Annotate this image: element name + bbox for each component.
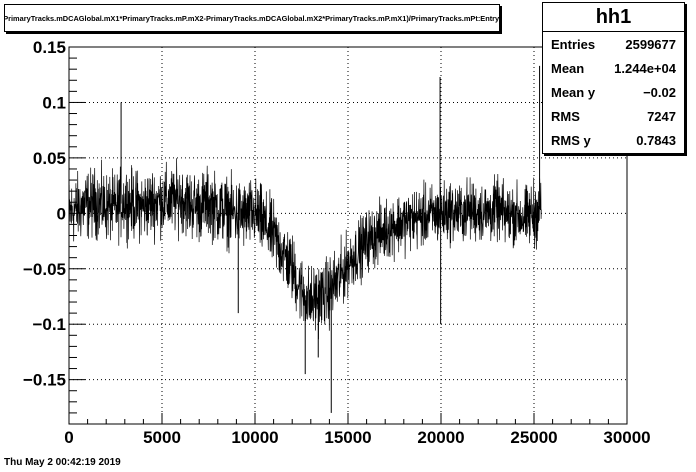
y-tick-label: 0.05 xyxy=(33,149,66,168)
x-tick-label: 10000 xyxy=(231,428,278,447)
y-tick-label: 0.15 xyxy=(33,38,66,57)
stats-value: 0.7843 xyxy=(636,133,676,148)
stats-row-mean: Mean 1.244e+04 xyxy=(543,57,684,81)
x-tick-label: 30000 xyxy=(603,428,650,447)
x-tick-label: 20000 xyxy=(417,428,464,447)
stats-box: hh1 Entries 2599677 Mean 1.244e+04 Mean … xyxy=(542,2,685,154)
stats-label: Entries xyxy=(551,37,596,52)
stats-label: Mean xyxy=(551,61,585,76)
y-tick-label: −0.05 xyxy=(23,260,66,279)
stats-row-rms: RMS 7247 xyxy=(543,105,684,129)
stats-row-entries: Entries 2599677 xyxy=(543,33,684,57)
datestamp: Thu May 2 00:42:19 2019 xyxy=(4,457,121,468)
chart-title: (PrimaryTracks.mDCAGlobal.mX1*PrimaryTra… xyxy=(4,4,500,32)
y-tick-label: 0.1 xyxy=(42,93,66,112)
stats-row-rms-y: RMS y 0.7843 xyxy=(543,129,684,153)
stats-label: Mean y xyxy=(551,85,596,100)
chart-title-text: (PrimaryTracks.mDCAGlobal.mX1*PrimaryTra… xyxy=(4,13,500,23)
x-tick-label: 25000 xyxy=(510,428,557,447)
x-tick-label: 15000 xyxy=(324,428,371,447)
axis-tick-labels: 0 5000 10000 15000 20000 25000 30000 −0.15 −0.1 −… xyxy=(23,38,651,447)
stats-label: RMS xyxy=(551,109,580,124)
y-tick-label: −0.15 xyxy=(23,371,66,390)
y-tick-label: −0.1 xyxy=(32,315,66,334)
stats-value: 2599677 xyxy=(625,37,676,52)
axis-ticks xyxy=(68,46,628,425)
stats-value: 7247 xyxy=(647,109,676,124)
stats-row-mean-y: Mean y −0.02 xyxy=(543,81,684,105)
x-tick-label: 5000 xyxy=(143,428,181,447)
x-tick-label: 0 xyxy=(64,428,73,447)
stats-title: hh1 xyxy=(543,3,684,32)
stats-value: −0.02 xyxy=(643,85,676,100)
stats-label: RMS y xyxy=(551,133,591,148)
stats-value: 1.244e+04 xyxy=(614,61,676,76)
data-trace xyxy=(68,65,542,413)
y-tick-label: 0 xyxy=(57,204,66,223)
